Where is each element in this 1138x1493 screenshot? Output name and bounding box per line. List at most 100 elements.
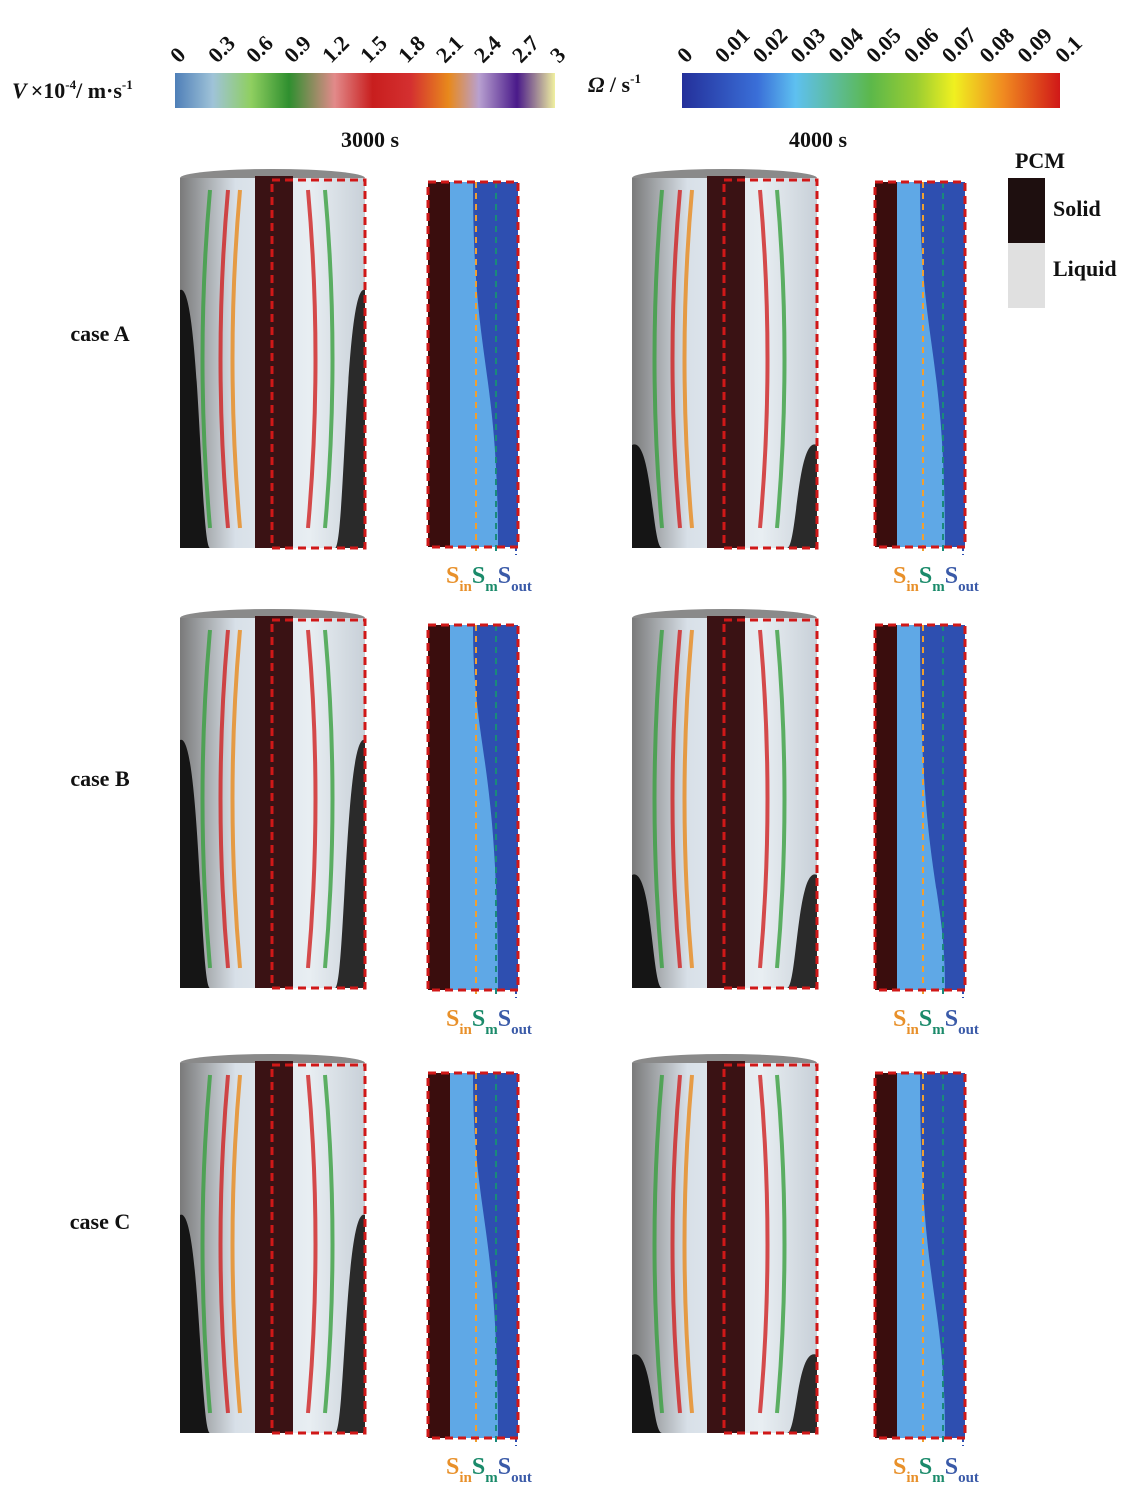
flow-streak <box>200 629 212 969</box>
vorticity-low <box>450 1073 498 1438</box>
flow-streak <box>758 629 770 969</box>
flow-streak <box>200 189 212 529</box>
vorticity-low <box>450 182 498 547</box>
colorbar-tick-label: 1.2 <box>317 30 354 67</box>
velocity-label: V ×10-4/ m·s-1 <box>12 77 133 103</box>
surface-symbol: S <box>893 1006 906 1032</box>
colorbar-tick-label: 0 <box>672 42 697 67</box>
surface-symbol: S <box>945 1454 958 1480</box>
flow-streak <box>758 1074 770 1414</box>
section-outline <box>722 1063 819 1435</box>
surface-symbol: S <box>498 1006 511 1032</box>
surface-symbol: S <box>919 563 932 589</box>
section-outline <box>270 1063 367 1435</box>
surface-subscript: in <box>459 1022 472 1038</box>
flow-streak <box>306 1074 318 1414</box>
heat-rod <box>707 616 745 988</box>
section-outline <box>426 1071 520 1440</box>
colorbar-tick-label: 1.5 <box>355 30 392 67</box>
column-header: 4000 s <box>789 127 848 152</box>
flow-streak <box>218 1074 230 1414</box>
surface-subscript: m <box>932 1022 945 1038</box>
colorbar-tick-label: 3 <box>545 42 570 67</box>
heat-rod <box>255 616 293 988</box>
flow-streak <box>652 1074 664 1414</box>
flow-streak <box>758 189 770 529</box>
section-outline <box>873 623 967 992</box>
surface-subscript: m <box>485 1470 498 1486</box>
colorbar-tick-label: 0.08 <box>974 23 1019 68</box>
surface-symbol: S <box>498 1454 511 1480</box>
solid-region <box>335 739 365 988</box>
colorbar-tick-label: 0.9 <box>279 30 316 67</box>
surface-subscript: in <box>459 579 472 595</box>
flow-streak <box>230 1074 242 1414</box>
surface-symbol: S <box>472 1006 485 1032</box>
colorbar-tick-label: 0.04 <box>823 23 868 68</box>
solid-region <box>787 444 817 548</box>
vorticity-low <box>897 625 945 990</box>
colorbar-tick-label: 2.1 <box>431 30 468 67</box>
heat-rod <box>707 1061 745 1433</box>
surface-symbol: S <box>446 1454 459 1480</box>
flow-streak <box>682 629 694 969</box>
colorbar-tick-label: 0.09 <box>1012 23 1057 68</box>
solid-region <box>335 289 365 548</box>
surface-symbol: S <box>945 1006 958 1032</box>
row-label: case A <box>70 321 129 346</box>
section-outline <box>270 178 367 550</box>
section-outline <box>426 180 520 549</box>
section-outline <box>722 178 819 550</box>
heat-rod <box>875 625 897 990</box>
velocity-colorbar <box>175 73 555 108</box>
surface-symbol: S <box>472 1454 485 1480</box>
surface-symbol: S <box>945 563 958 589</box>
surface-subscript: in <box>906 1470 919 1486</box>
colorbar-tick-label: 0 <box>165 42 190 67</box>
vorticity-low <box>450 625 498 990</box>
heat-rod <box>875 182 897 547</box>
section-outline <box>873 180 967 549</box>
surface-subscript: out <box>958 1022 979 1038</box>
surface-subscript: m <box>932 1470 945 1486</box>
flow-streak <box>670 189 682 529</box>
surface-labels: SinSmSout <box>893 1454 979 1486</box>
flow-streak <box>682 189 694 529</box>
colorbar-tick-label: 0.01 <box>710 23 755 68</box>
flow-streak <box>306 189 318 529</box>
flow-streak <box>230 629 242 969</box>
surface-subscript: m <box>485 1022 498 1038</box>
solid-region <box>180 739 210 988</box>
heat-rod <box>707 176 745 548</box>
legend-item: Solid <box>1053 196 1101 221</box>
section-outline <box>426 623 520 992</box>
solid-region <box>632 1354 662 1433</box>
vorticity-colorbar <box>682 73 1060 108</box>
legend-item: Liquid <box>1053 256 1117 281</box>
flow-streak <box>652 189 664 529</box>
flow-streak <box>230 189 242 529</box>
legend-swatch <box>1008 243 1045 308</box>
solid-region <box>787 1354 817 1433</box>
surface-subscript: out <box>511 1470 532 1486</box>
colorbar-tick-label: 0.03 <box>785 23 830 68</box>
solid-region <box>632 444 662 548</box>
heat-rod <box>255 176 293 548</box>
colorbar-tick-label: 0.06 <box>899 23 944 68</box>
heat-rod <box>875 1073 897 1438</box>
colorbar-tick-label: 0.05 <box>861 23 906 68</box>
flow-streak <box>670 1074 682 1414</box>
flow-streak <box>306 629 318 969</box>
surface-symbol: S <box>498 563 511 589</box>
flow-streak <box>682 1074 694 1414</box>
flow-streak <box>775 1074 787 1414</box>
surface-subscript: out <box>958 1470 979 1486</box>
flow-streak <box>323 1074 335 1414</box>
column-header: 3000 s <box>341 127 400 152</box>
vorticity-low <box>897 182 945 547</box>
section-outline <box>722 618 819 990</box>
heat-rod <box>428 1073 450 1438</box>
flow-streak <box>200 1074 212 1414</box>
row-label: case B <box>70 766 130 791</box>
